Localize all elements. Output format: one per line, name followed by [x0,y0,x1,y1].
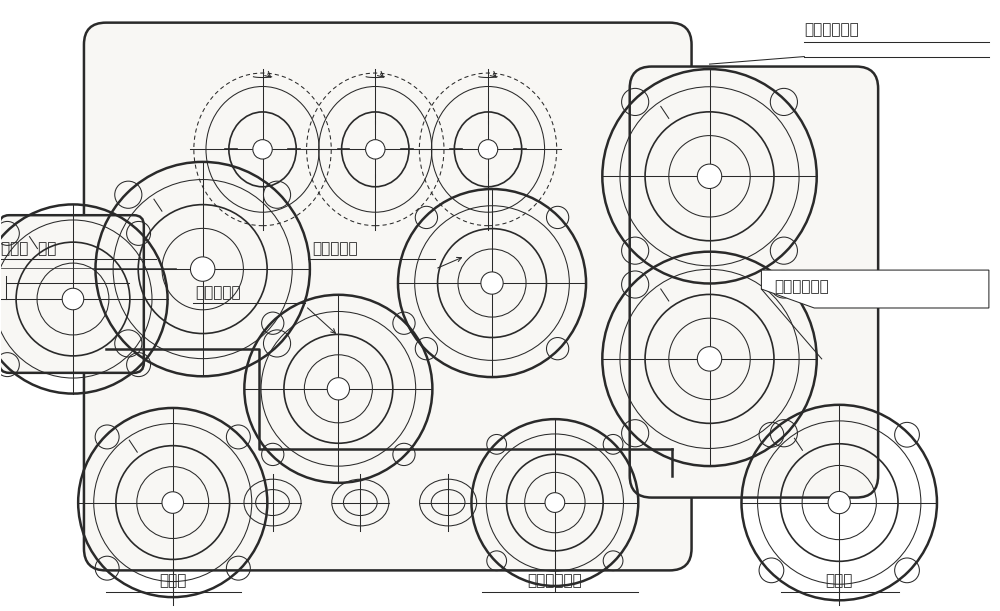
Circle shape [481,272,503,294]
Circle shape [190,257,215,281]
FancyBboxPatch shape [630,67,878,497]
FancyBboxPatch shape [0,215,144,373]
Text: 第三路  出口: 第三路 出口 [1,241,57,257]
Text: 第一路回水口: 第一路回水口 [804,22,859,37]
Circle shape [545,492,565,513]
Circle shape [162,492,184,513]
FancyBboxPatch shape [84,23,692,571]
Circle shape [253,140,272,159]
Circle shape [697,164,722,189]
Text: 总入口: 总入口 [159,573,186,588]
Circle shape [327,378,350,400]
Circle shape [478,140,498,159]
Circle shape [828,491,850,514]
Text: 第二路出口: 第二路出口 [312,241,358,257]
Text: 第二路回水口: 第二路回水口 [774,280,829,295]
Circle shape [697,346,722,371]
Text: 第一路出口: 第一路出口 [196,285,241,301]
Circle shape [366,140,385,159]
Text: 总出口: 总出口 [826,573,853,588]
Text: 第三路回水口: 第三路回水口 [527,573,582,588]
Polygon shape [761,270,989,308]
Circle shape [62,288,84,310]
